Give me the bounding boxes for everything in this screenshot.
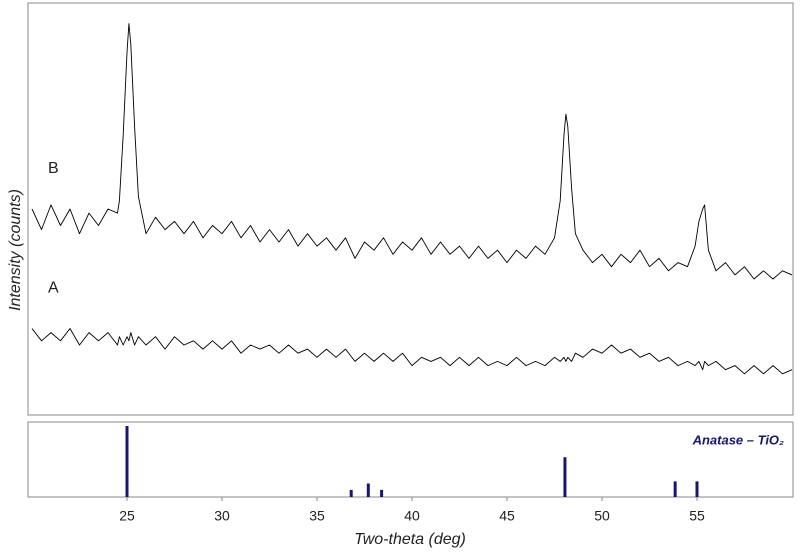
x-tick-label: 30 bbox=[214, 508, 230, 524]
x-tick-label: 25 bbox=[119, 508, 135, 524]
series-label: B bbox=[48, 160, 59, 177]
bottom-panel-frame bbox=[27, 421, 794, 498]
x-tick-label: 40 bbox=[404, 508, 420, 524]
top-panel-frame bbox=[27, 2, 794, 416]
x-axis-label: Two-theta (deg) bbox=[354, 531, 466, 548]
y-axis-label: Intensity (counts) bbox=[7, 189, 24, 311]
x-tick-label: 55 bbox=[689, 508, 705, 524]
x-tick-label: 45 bbox=[499, 508, 515, 524]
data-line bbox=[31, 23, 793, 280]
data-line bbox=[31, 328, 793, 375]
series-label: A bbox=[48, 280, 59, 297]
x-tick-label: 50 bbox=[594, 508, 610, 524]
reference-label: Anatase – TiO₂ bbox=[692, 432, 784, 447]
x-tick-label: 35 bbox=[309, 508, 325, 524]
